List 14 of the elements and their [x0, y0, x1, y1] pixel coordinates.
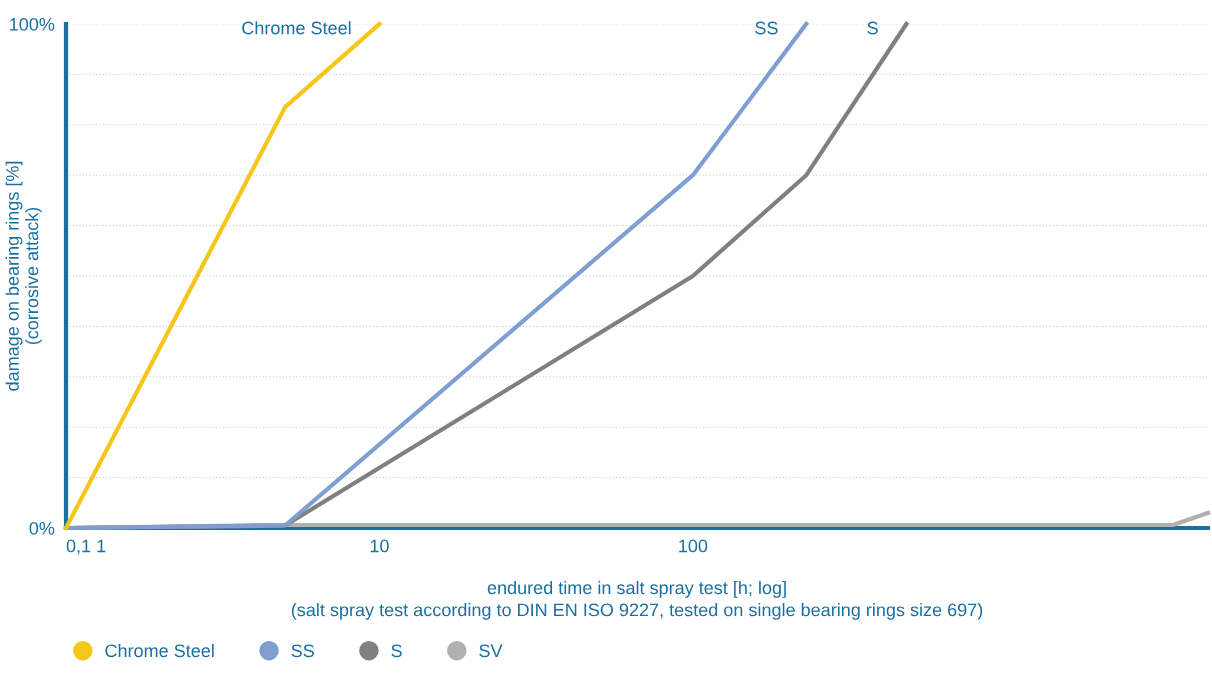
legend-label: S [391, 644, 402, 658]
x-tick-label: 10 [370, 539, 389, 553]
legend-label: SV [479, 644, 503, 658]
legend-label: SS [291, 644, 314, 658]
x-tick-label: 100 [679, 539, 708, 553]
x-axis-title: endured time in salt spray test [h; log] (salt spray test according to DIN EN ISO 9227, tested on single bearing rings size 697) [291, 580, 983, 620]
legend-label: Chrome Steel [105, 643, 214, 658]
y-tick-label: 100% [10, 17, 55, 31]
annotation: S [867, 21, 878, 35]
y-axis-title: damage on bearing rings [%] (corrosive attack) [5, 161, 42, 391]
x-tick-label: 0,1 1 [66, 539, 106, 555]
annotation: Chrome Steel [242, 21, 351, 35]
annotation: SS [755, 21, 778, 35]
y-tick-label: 0% [29, 521, 55, 535]
